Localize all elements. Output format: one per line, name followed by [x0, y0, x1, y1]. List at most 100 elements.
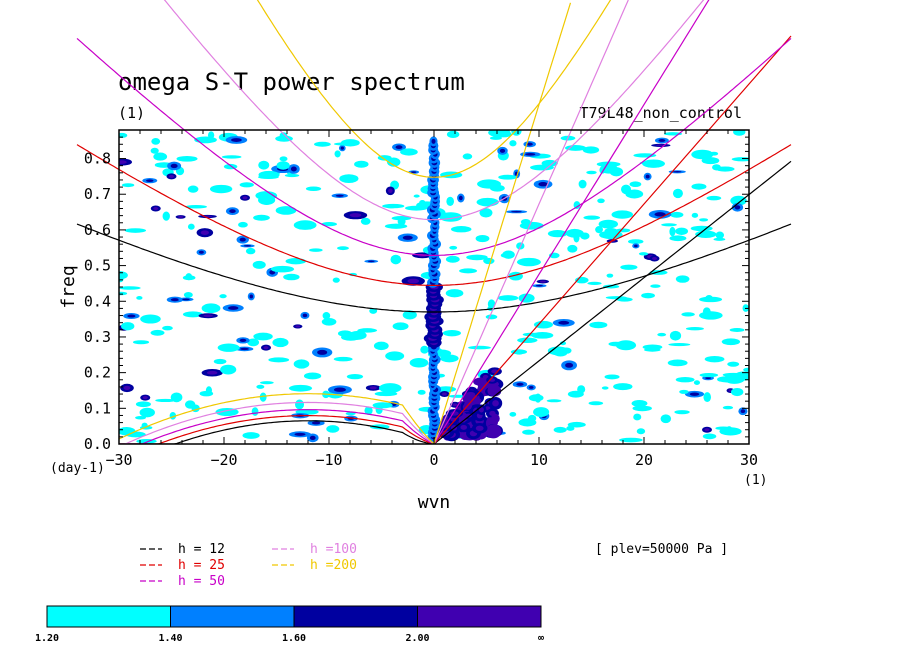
ig-curve	[163, 0, 705, 221]
heatmap-cell-core	[734, 205, 741, 210]
heatmap-cell	[400, 148, 418, 156]
heatmap-cell	[182, 311, 203, 318]
ig-curve	[76, 37, 792, 256]
heatmap-cell	[445, 289, 464, 298]
heatmap-cell	[565, 145, 587, 151]
heatmap-cell	[135, 416, 147, 420]
kelvin-curve	[433, 35, 792, 445]
heatmap-cell	[252, 260, 266, 269]
heatmap-cell-core	[402, 235, 413, 240]
heatmap-cell	[348, 330, 367, 340]
heatmap-cell	[479, 208, 493, 218]
heatmap-cell-core	[528, 385, 534, 389]
heatmap-cell	[518, 418, 537, 427]
heatmap-cell	[442, 329, 461, 337]
heatmap-cell	[657, 332, 667, 337]
heatmap-cell	[602, 284, 620, 289]
heatmap-cell	[374, 391, 398, 397]
heatmap-cell	[675, 377, 695, 383]
colorbar-segment	[417, 605, 542, 628]
heatmap-cell	[476, 197, 499, 207]
y-tick-label: 0.0	[84, 435, 111, 453]
heatmap-cell-core	[431, 138, 436, 144]
heatmap-cell	[268, 357, 290, 363]
heatmap-cell	[220, 364, 237, 375]
heatmap-cell	[183, 292, 193, 298]
heatmap-cell-core	[388, 188, 393, 193]
ig-curve	[256, 0, 612, 178]
heatmap-cell	[596, 161, 621, 167]
heatmap-cell	[674, 410, 690, 415]
heatmap-cell	[121, 322, 135, 331]
heatmap-cell	[660, 414, 672, 424]
heatmap-cell-core	[203, 314, 213, 318]
heatmap-cell-core	[335, 194, 344, 197]
heatmap-layer	[119, 130, 749, 444]
heatmap-cell	[119, 291, 128, 296]
heatmap-cell	[722, 405, 734, 410]
colorbar-level-label: 2.00	[405, 633, 429, 644]
heatmap-cell	[339, 174, 359, 183]
y-tick-label: 0.6	[84, 221, 111, 239]
heatmap-cell	[573, 233, 580, 243]
legend-label: h =200	[310, 558, 357, 573]
heatmap-cell-core	[231, 138, 242, 142]
heatmap-cell	[667, 359, 688, 367]
heatmap-cell-core	[229, 209, 236, 214]
heatmap-cell	[385, 351, 405, 361]
heatmap-cell	[253, 214, 270, 221]
heatmap-cell	[595, 226, 603, 234]
x-tick-label: −20	[210, 451, 237, 469]
heatmap-cell-core	[295, 325, 301, 328]
heatmap-cell-core	[654, 212, 666, 217]
heatmap-cell	[589, 321, 608, 329]
heatmap-cell	[497, 295, 519, 301]
heatmap-cell-core	[263, 346, 269, 350]
heatmap-cell	[256, 384, 265, 389]
heatmap-cell	[631, 399, 648, 407]
heatmap-cell-core	[142, 396, 148, 400]
heatmap-cell-core	[182, 298, 190, 301]
heatmap-cell-core	[227, 306, 239, 310]
heatmap-cell	[477, 179, 502, 189]
heatmap-cell	[522, 332, 541, 337]
heatmap-cell	[420, 345, 429, 354]
heatmap-cell	[520, 218, 531, 225]
legend-label: h =100	[310, 542, 357, 557]
heatmap-cell-core	[410, 171, 417, 173]
ig-curve	[76, 223, 792, 313]
y-tick-label: 0.1	[84, 399, 111, 417]
heatmap-cell-core	[249, 294, 254, 299]
heatmap-cell	[546, 399, 562, 403]
heatmap-cell	[488, 130, 511, 138]
heatmap-cell	[185, 273, 193, 281]
heatmap-cell	[620, 264, 638, 270]
heatmap-cell-core	[290, 166, 297, 172]
heatmap-cell-core	[169, 174, 174, 178]
heatmap-cell	[155, 398, 176, 403]
heatmap-cell-core	[460, 424, 467, 430]
heatmap-cell	[209, 184, 233, 194]
heatmap-cell	[699, 373, 719, 378]
ig-curve	[76, 144, 792, 286]
heatmap-cell	[691, 183, 707, 190]
y-tick-label: 0.3	[84, 328, 111, 346]
heatmap-cell	[587, 281, 602, 286]
heatmap-cell	[321, 317, 337, 326]
heatmap-cell	[321, 221, 338, 227]
heatmap-cell	[601, 386, 609, 390]
heatmap-cell	[733, 130, 746, 136]
heatmap-cell	[691, 212, 699, 218]
heatmap-cell-core	[492, 400, 499, 407]
heatmap-cell-core	[239, 237, 246, 242]
heatmap-cell	[151, 137, 161, 145]
heatmap-cell	[201, 303, 221, 313]
heatmap-cell	[731, 157, 749, 162]
heatmap-cell	[702, 307, 711, 315]
heatmap-cell	[638, 252, 649, 256]
heatmap-cell	[275, 135, 293, 142]
heatmap-cell	[187, 223, 195, 230]
heatmap-cell-core	[369, 386, 377, 390]
heatmap-cell	[706, 195, 722, 201]
heatmap-cell-core	[672, 170, 682, 173]
